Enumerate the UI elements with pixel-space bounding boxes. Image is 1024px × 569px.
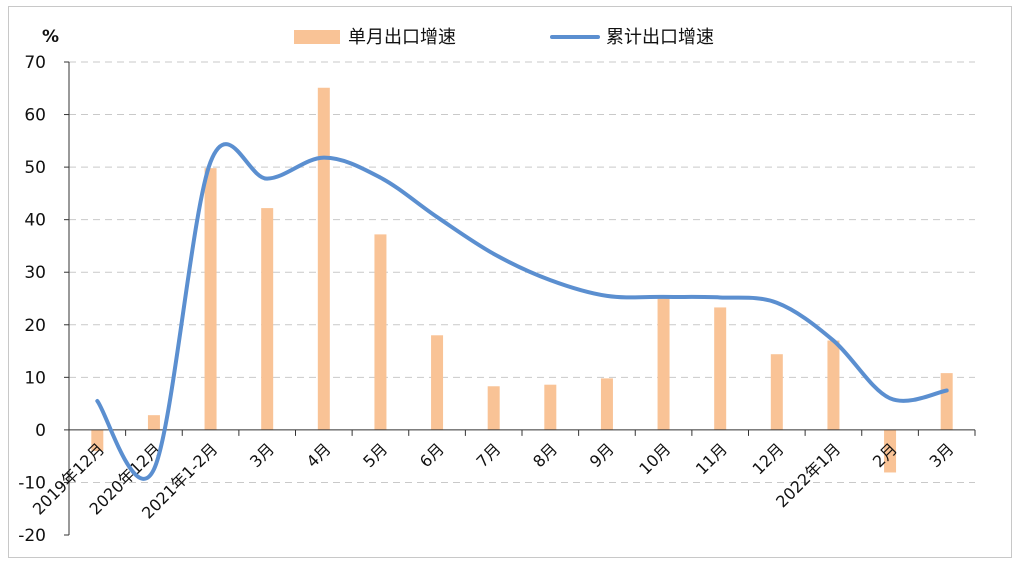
- bar: [204, 168, 217, 430]
- y-tick-label: -10: [18, 473, 46, 493]
- bar: [91, 429, 104, 451]
- x-tick-label: 3月: [926, 439, 958, 471]
- legend-bar-swatch: [294, 30, 340, 44]
- legend: 单月出口增速 累计出口增速: [294, 27, 714, 48]
- bar: [487, 386, 500, 430]
- x-tick-label: 9月: [586, 439, 618, 471]
- bar: [431, 335, 444, 430]
- x-tick-label: 7月: [473, 439, 505, 471]
- axes: [64, 61, 976, 536]
- y-tick-label: 20: [24, 316, 46, 336]
- y-tick-label: 10: [24, 368, 46, 388]
- bar: [940, 373, 953, 430]
- y-tick-label: 70: [24, 53, 46, 73]
- y-tick-label: 0: [35, 421, 46, 441]
- x-tick-label: 2月: [869, 439, 901, 471]
- y-tick-label: -20: [18, 526, 46, 546]
- legend-bar-label: 单月出口增速: [348, 27, 456, 48]
- bar: [657, 296, 670, 430]
- y-tick-label: 50: [24, 158, 46, 178]
- x-tick-label: 4月: [303, 439, 335, 471]
- x-tick-label: 3月: [246, 439, 278, 471]
- x-tick-label: 12月: [748, 439, 787, 478]
- y-tick-label: 30: [24, 263, 46, 283]
- bar-series: [91, 87, 953, 473]
- bar: [147, 415, 160, 430]
- bar: [261, 208, 274, 430]
- y-axis-ticks: -20 -10 0 10 20 30 40 50 60 70: [18, 53, 46, 546]
- bar: [714, 307, 727, 430]
- bar: [600, 378, 613, 430]
- bar: [544, 384, 557, 430]
- x-tick-label: 10月: [635, 439, 674, 478]
- legend-line-label: 累计出口增速: [606, 27, 714, 48]
- x-tick-label: 8月: [529, 439, 561, 471]
- y-tick-label: 60: [24, 106, 46, 126]
- x-tick-label: 11月: [692, 439, 731, 478]
- bar: [317, 87, 330, 430]
- bar: [884, 429, 897, 473]
- gridlines: [69, 61, 975, 483]
- x-tick-label: 5月: [359, 439, 391, 471]
- chart-frame: [8, 6, 1012, 558]
- line-series: [95, 142, 949, 481]
- bar: [827, 340, 840, 430]
- bar: [374, 234, 387, 430]
- y-axis-unit: %: [42, 27, 59, 47]
- x-tick-label: 6月: [416, 439, 448, 471]
- bar: [770, 354, 783, 430]
- y-tick-label: 40: [24, 211, 46, 231]
